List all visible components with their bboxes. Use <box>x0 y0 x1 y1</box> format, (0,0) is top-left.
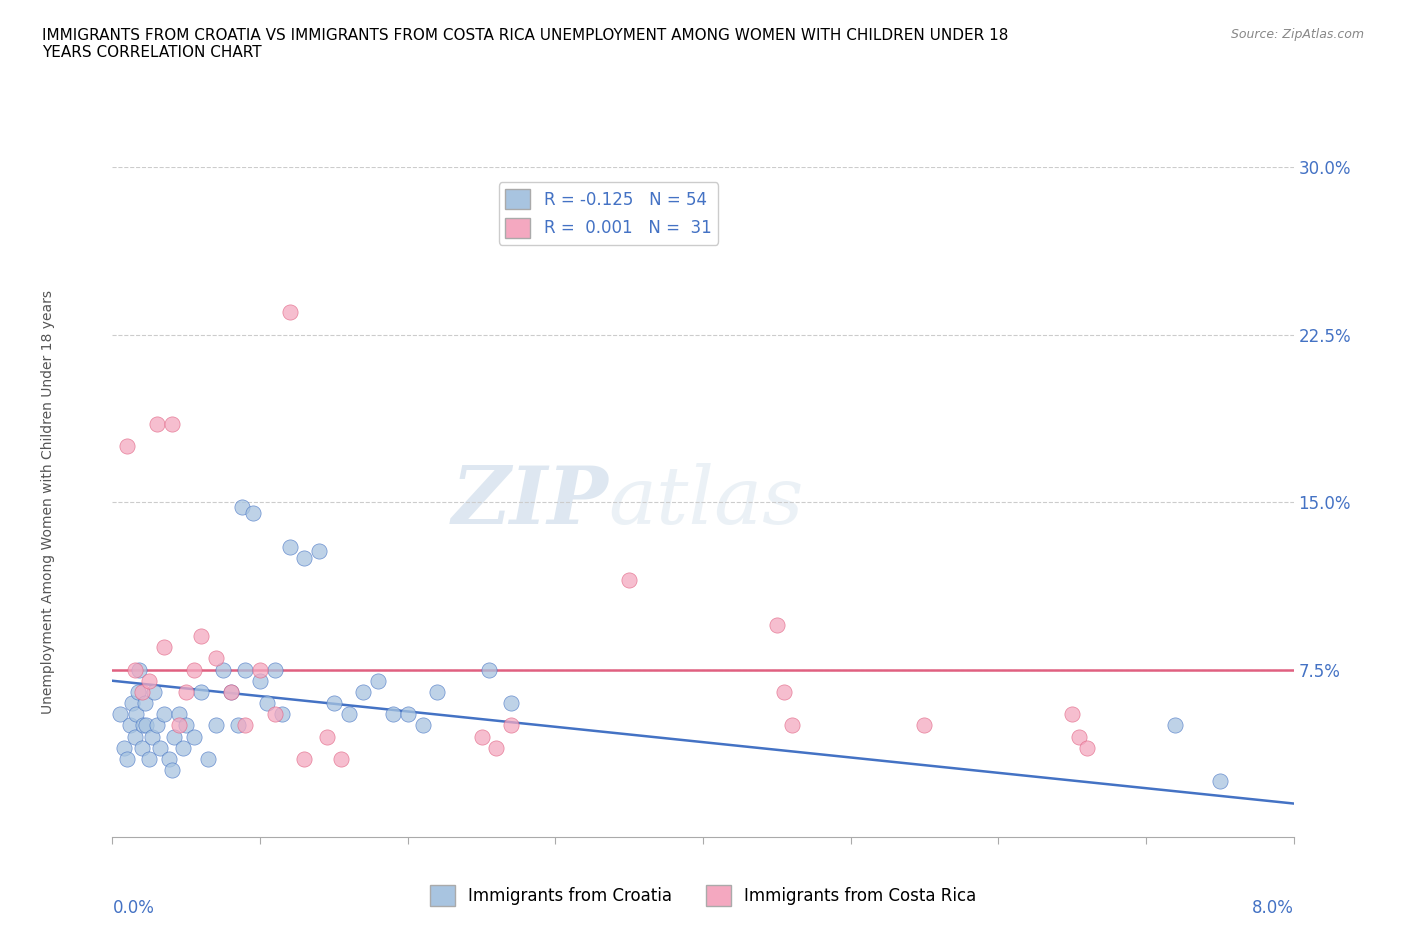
Point <box>1069 729 1091 744</box>
Point <box>367 673 389 688</box>
Point <box>264 707 287 722</box>
Point <box>128 662 150 677</box>
Text: ZIP: ZIP <box>451 463 609 541</box>
Point <box>766 618 789 632</box>
Point <box>242 506 264 521</box>
Point <box>773 684 796 699</box>
Text: atlas: atlas <box>609 463 804 541</box>
Point <box>153 707 176 722</box>
Point <box>233 718 256 733</box>
Point <box>124 662 146 677</box>
Point <box>323 696 346 711</box>
Point <box>231 499 253 514</box>
Point <box>426 684 449 699</box>
Point <box>160 763 183 777</box>
Point <box>132 718 155 733</box>
Point <box>501 718 523 733</box>
Point <box>292 551 315 565</box>
Point <box>190 629 212 644</box>
Point <box>120 718 142 733</box>
Point <box>212 662 235 677</box>
Point <box>163 729 186 744</box>
Point <box>121 696 143 711</box>
Point <box>131 684 153 699</box>
Point <box>153 640 176 655</box>
Point <box>190 684 212 699</box>
Point <box>219 684 242 699</box>
Point <box>138 673 160 688</box>
Point <box>278 305 301 320</box>
Point <box>1164 718 1187 733</box>
Point <box>278 539 301 554</box>
Text: Unemployment Among Women with Children Under 18 years: Unemployment Among Women with Children U… <box>41 290 55 714</box>
Point <box>117 439 138 454</box>
Point <box>226 718 249 733</box>
Point <box>264 662 287 677</box>
Point <box>157 751 180 766</box>
Point <box>138 751 160 766</box>
Text: 0.0%: 0.0% <box>112 899 155 918</box>
Point <box>141 729 163 744</box>
Point <box>315 729 337 744</box>
Point <box>249 662 271 677</box>
Point <box>134 696 156 711</box>
Point <box>1062 707 1084 722</box>
Point <box>1076 740 1098 755</box>
Point <box>780 718 803 733</box>
Point <box>125 707 148 722</box>
Legend: R = -0.125   N = 54, R =  0.001   N =  31: R = -0.125 N = 54, R = 0.001 N = 31 <box>499 182 718 245</box>
Point <box>174 718 197 733</box>
Legend: Immigrants from Croatia, Immigrants from Costa Rica: Immigrants from Croatia, Immigrants from… <box>423 879 983 912</box>
Point <box>271 707 294 722</box>
Point <box>352 684 374 699</box>
Text: IMMIGRANTS FROM CROATIA VS IMMIGRANTS FROM COSTA RICA UNEMPLOYMENT AMONG WOMEN W: IMMIGRANTS FROM CROATIA VS IMMIGRANTS FR… <box>42 28 1008 60</box>
Point <box>249 673 271 688</box>
Point <box>146 417 169 432</box>
Point <box>135 718 157 733</box>
Point <box>149 740 172 755</box>
Point <box>337 707 360 722</box>
Point <box>117 751 138 766</box>
Point <box>914 718 936 733</box>
Point <box>501 696 523 711</box>
Point <box>167 718 190 733</box>
Point <box>619 573 641 588</box>
Point <box>197 751 219 766</box>
Point <box>127 684 149 699</box>
Point <box>1208 774 1232 789</box>
Point <box>142 684 165 699</box>
Point <box>205 718 228 733</box>
Point <box>131 740 153 755</box>
Point <box>146 718 169 733</box>
Text: 8.0%: 8.0% <box>1251 899 1294 918</box>
Point <box>256 696 278 711</box>
Point <box>478 662 501 677</box>
Point <box>108 707 131 722</box>
Point <box>233 662 256 677</box>
Point <box>172 740 194 755</box>
Point <box>183 729 205 744</box>
Text: Source: ZipAtlas.com: Source: ZipAtlas.com <box>1230 28 1364 41</box>
Point <box>183 662 205 677</box>
Point <box>219 684 242 699</box>
Point <box>124 729 146 744</box>
Point <box>412 718 434 733</box>
Point <box>174 684 197 699</box>
Point <box>381 707 405 722</box>
Point <box>167 707 190 722</box>
Point <box>330 751 353 766</box>
Point <box>485 740 508 755</box>
Point <box>308 544 330 559</box>
Point <box>292 751 315 766</box>
Point <box>396 707 419 722</box>
Point <box>112 740 135 755</box>
Point <box>470 729 494 744</box>
Point <box>205 651 228 666</box>
Point <box>160 417 183 432</box>
